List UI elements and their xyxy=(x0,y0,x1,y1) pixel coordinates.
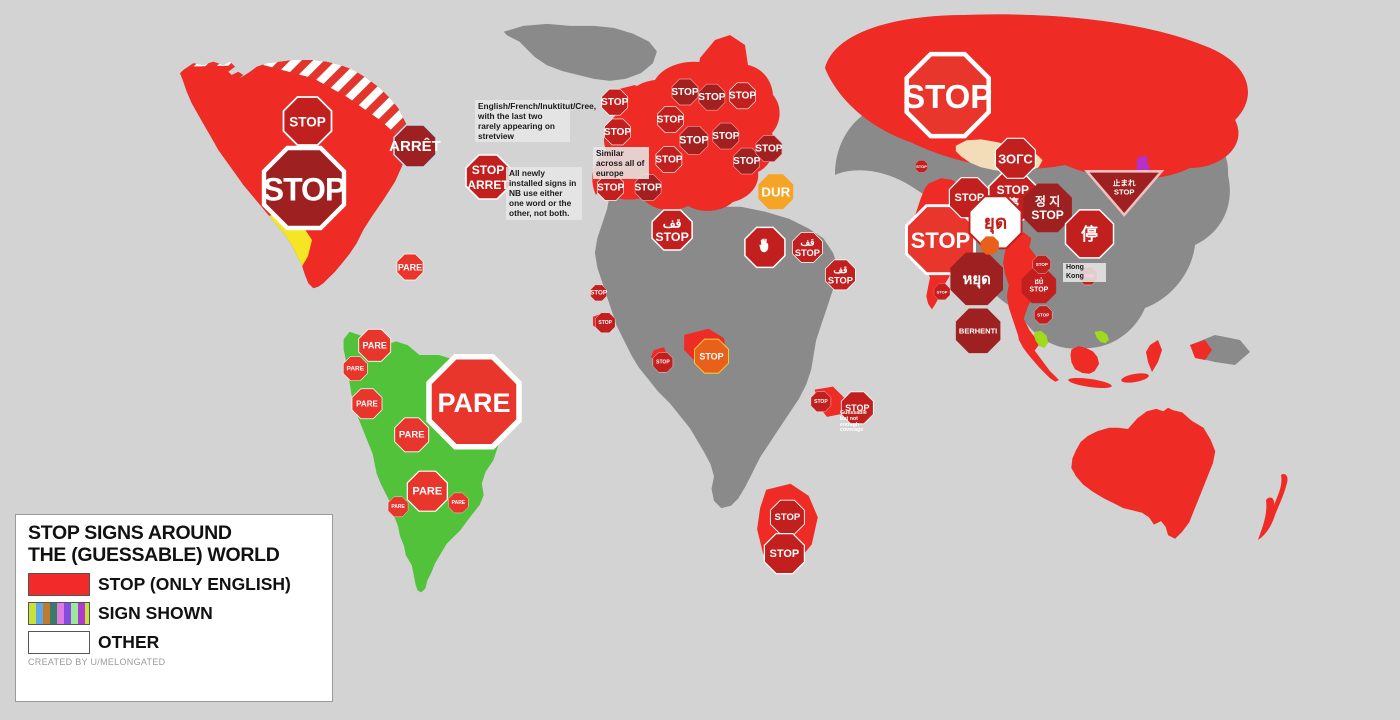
svg-text:PARE: PARE xyxy=(347,365,365,372)
svg-text:STOP: STOP xyxy=(671,87,699,98)
svg-text:止まれ: 止まれ xyxy=(1113,177,1136,187)
svg-text:STOP: STOP xyxy=(601,97,629,108)
svg-text:PARE: PARE xyxy=(452,500,466,506)
svg-text:STOP: STOP xyxy=(733,156,761,167)
svg-text:STOP: STOP xyxy=(795,248,820,258)
svg-text:STOP: STOP xyxy=(679,135,708,147)
svg-text:STOP: STOP xyxy=(597,182,625,193)
svg-text:STOP: STOP xyxy=(729,91,757,102)
svg-text:ЗОГС: ЗОГС xyxy=(998,151,1033,166)
svg-text:PARE: PARE xyxy=(391,504,405,510)
svg-text:STOP: STOP xyxy=(289,115,326,130)
svg-text:STOP: STOP xyxy=(472,163,504,177)
svg-text:STOP: STOP xyxy=(1029,287,1048,294)
svg-text:ARRET: ARRET xyxy=(467,178,509,192)
svg-text:STOP: STOP xyxy=(828,275,853,285)
svg-text:STOP: STOP xyxy=(604,127,632,138)
svg-text:STOP: STOP xyxy=(634,182,662,193)
svg-text:STOP: STOP xyxy=(655,230,689,244)
svg-text:قف: قف xyxy=(800,238,814,248)
svg-text:STOP: STOP xyxy=(1037,313,1049,318)
svg-text:ដប់: ដប់ xyxy=(1034,277,1043,286)
svg-text:STOP: STOP xyxy=(656,360,670,366)
svg-text:หยุด: หยุด xyxy=(962,271,990,289)
svg-text:STOP: STOP xyxy=(657,114,685,125)
svg-text:STOP: STOP xyxy=(598,320,612,326)
svg-text:PARE: PARE xyxy=(412,486,442,498)
svg-text:STOP: STOP xyxy=(699,352,723,362)
svg-text:STOP: STOP xyxy=(712,131,740,142)
svg-text:PARE: PARE xyxy=(437,388,510,418)
svg-text:STOP: STOP xyxy=(903,78,992,115)
svg-text:ARRÊT: ARRÊT xyxy=(389,137,441,155)
svg-text:PARE: PARE xyxy=(363,341,387,351)
svg-text:STOP: STOP xyxy=(755,144,783,155)
svg-text:STOP: STOP xyxy=(698,92,726,103)
svg-text:停: 停 xyxy=(1081,224,1098,244)
svg-text:STOP: STOP xyxy=(814,399,828,405)
svg-text:BERHENTI: BERHENTI xyxy=(959,327,997,336)
svg-text:STOP: STOP xyxy=(263,172,346,208)
svg-text:STOP: STOP xyxy=(997,183,1029,197)
svg-text:STOP: STOP xyxy=(1114,188,1135,197)
svg-text:PARE: PARE xyxy=(398,262,422,272)
svg-text:STOP: STOP xyxy=(1036,262,1048,267)
svg-text:PARE: PARE xyxy=(356,400,378,409)
svg-text:ยุด: ยุด xyxy=(984,213,1007,235)
svg-text:STOP: STOP xyxy=(916,164,927,169)
svg-text:정 지: 정 지 xyxy=(1035,194,1060,209)
svg-text:DUR: DUR xyxy=(761,185,790,200)
svg-text:قف: قف xyxy=(663,217,682,231)
svg-text:STOP: STOP xyxy=(770,548,800,560)
svg-text:PARE: PARE xyxy=(399,430,425,441)
svg-text:STOP: STOP xyxy=(590,290,607,297)
svg-text:STOP: STOP xyxy=(775,512,801,523)
svg-text:STOP: STOP xyxy=(1031,208,1063,222)
svg-text:STOP: STOP xyxy=(937,290,948,295)
svg-text:قف: قف xyxy=(833,265,847,275)
svg-text:STOP: STOP xyxy=(911,228,971,253)
svg-text:STOP: STOP xyxy=(655,155,683,166)
